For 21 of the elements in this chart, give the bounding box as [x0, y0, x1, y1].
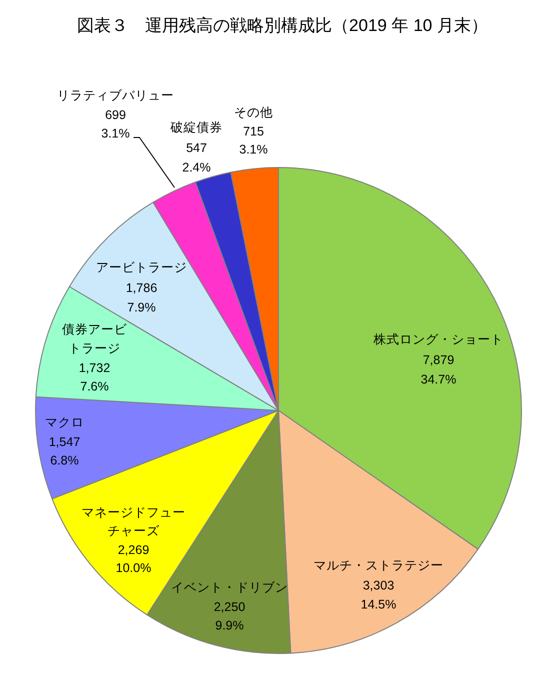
data-label: 715 3.1% — [239, 124, 268, 156]
data-label: 699 3.1% — [101, 108, 130, 140]
data-label: 2,269 10.0% — [116, 543, 152, 575]
data-label: 547 2.4% — [182, 141, 211, 174]
chart-title: 図表３ 運用残高の戦略別構成比（2019 年 10 月末） — [77, 16, 488, 35]
slice-label: 株式ロング・ショート — [372, 332, 504, 346]
data-label: 2,250 9.9% — [214, 600, 246, 632]
slice-label: その他 — [234, 106, 273, 120]
slice-label: マクロ — [45, 416, 84, 430]
slice-label: 破綻債券 — [170, 120, 222, 134]
data-label: 1,547 6.8% — [48, 435, 80, 468]
slice-label: リラティブバリュー — [57, 88, 174, 102]
data-label: 7,879 34.7% — [420, 353, 456, 386]
data-label: 1,786 7.9% — [126, 281, 158, 314]
data-label: 1,732 7.6% — [78, 361, 110, 394]
slice-label: マネージドフューチャーズ — [82, 506, 186, 538]
slice-label: マルチ・ストラテジー — [314, 558, 444, 572]
slice-label: イベント・ドリブン — [171, 580, 288, 594]
slice-label: 債券アービトラージ — [62, 322, 128, 356]
data-label: 3,303 14.5% — [360, 578, 396, 612]
slice-label: アービトラージ — [96, 260, 187, 274]
